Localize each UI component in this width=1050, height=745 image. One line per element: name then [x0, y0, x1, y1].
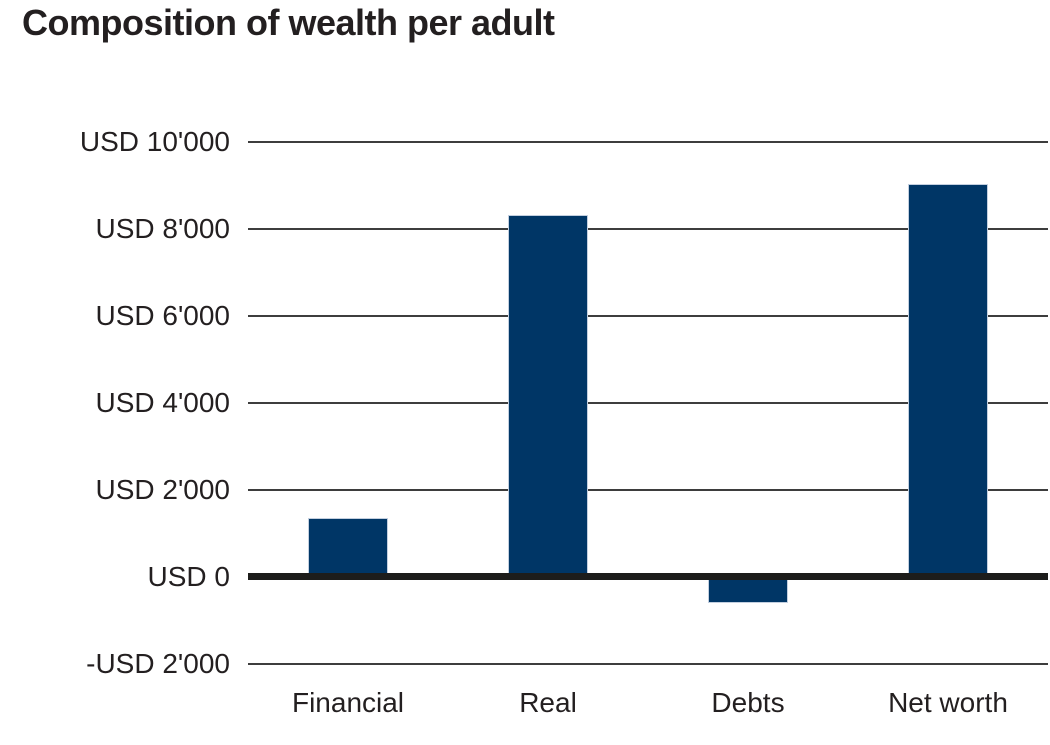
zero-axis-line — [248, 573, 1048, 580]
x-category-label: Real — [519, 687, 577, 718]
gridline — [248, 314, 1048, 317]
y-tick-label: USD 8'000 — [95, 212, 230, 244]
bar — [908, 183, 988, 577]
bar — [708, 576, 788, 604]
y-tick-label: USD 0 — [147, 560, 230, 592]
y-tick-label: -USD 2'000 — [86, 647, 230, 679]
x-category-label: Net worth — [888, 687, 1008, 718]
gridline — [248, 227, 1048, 230]
gridline — [248, 488, 1048, 491]
x-category-label: Financial — [291, 687, 405, 718]
gridline — [248, 401, 1048, 404]
gridline — [248, 140, 1048, 143]
bar — [308, 518, 388, 577]
y-tick-label: USD 2'000 — [95, 473, 230, 505]
chart-title: Composition of wealth per adult — [22, 2, 555, 43]
bar — [508, 215, 588, 577]
y-tick-label: USD 10'000 — [79, 125, 230, 157]
y-tick-label: USD 4'000 — [95, 386, 230, 418]
gridline — [248, 662, 1048, 665]
x-category-label: Debts — [711, 687, 785, 718]
y-tick-label: USD 6'000 — [95, 299, 230, 331]
